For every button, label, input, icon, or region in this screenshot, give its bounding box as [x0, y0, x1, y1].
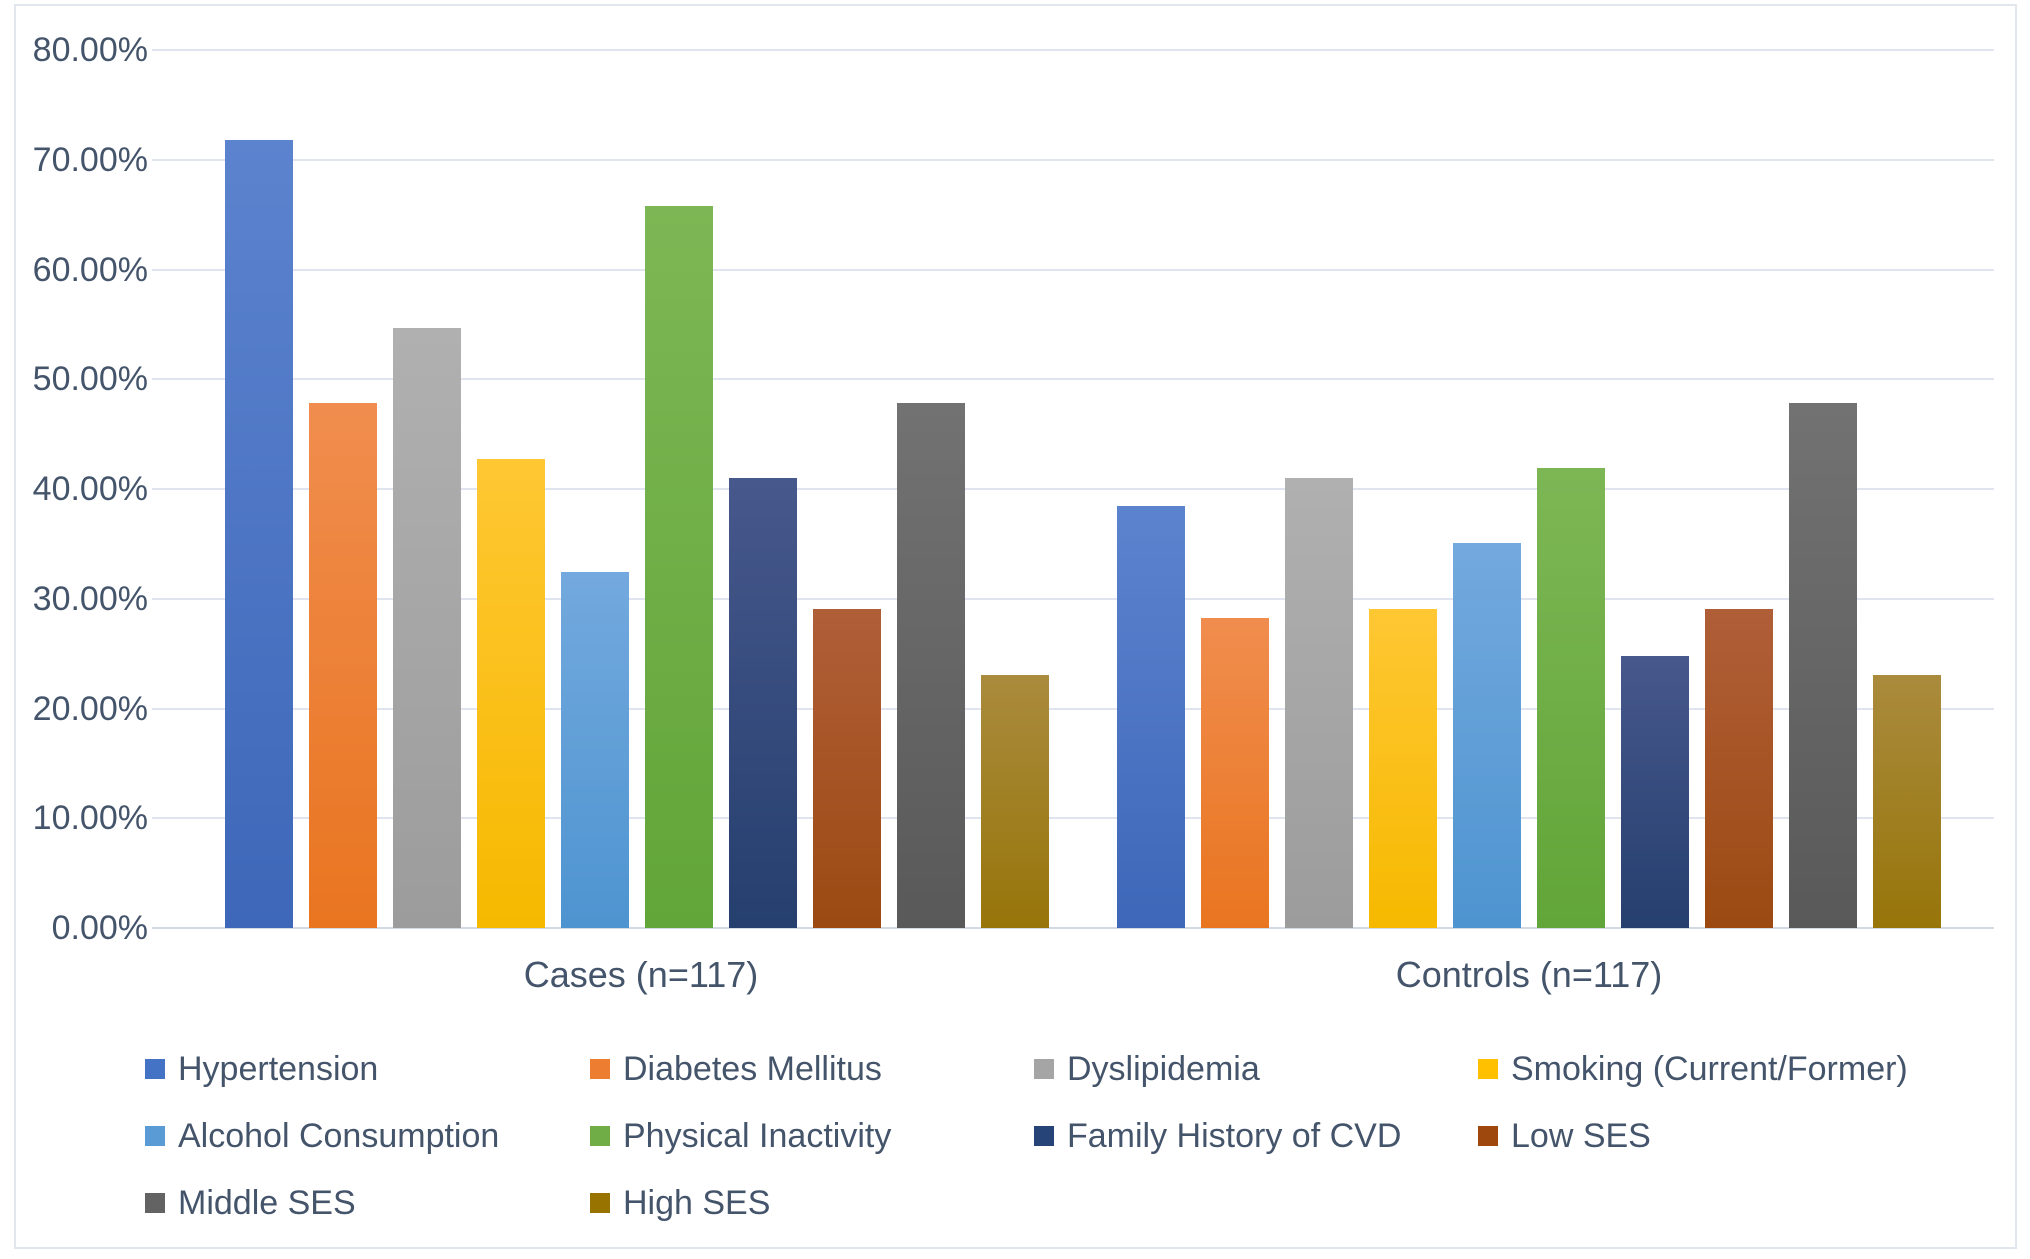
bar-family-history-of-cvd — [1621, 656, 1689, 928]
y-axis-tick-label: 80.00% — [32, 31, 148, 69]
legend-item: Diabetes Mellitus — [590, 1049, 882, 1089]
legend-swatch-icon — [590, 1126, 610, 1146]
gridline — [152, 817, 1994, 820]
legend-swatch-icon — [1034, 1059, 1054, 1079]
legend-swatch-icon — [1478, 1126, 1498, 1146]
category-label: Cases (n=117) — [523, 954, 759, 995]
bar-physical-inactivity — [1537, 468, 1605, 928]
legend-item: Dyslipidemia — [1034, 1049, 1260, 1089]
gridline — [152, 597, 1994, 600]
bar-high-ses — [1873, 675, 1941, 928]
gridline — [152, 268, 1994, 271]
legend-label: Diabetes Mellitus — [623, 1049, 882, 1088]
bar-chart: 0.00% 10.00% 20.00% 30.00% 40.00% 50.00% 60.00… — [14, 4, 2017, 1249]
bar-dyslipidemia — [1285, 478, 1353, 928]
y-axis-tick-label: 20.00% — [32, 689, 148, 728]
bar-smoking-current-former- — [1369, 609, 1437, 928]
legend-item: Hypertension — [145, 1049, 378, 1089]
legend-item: Family History of CVD — [1034, 1116, 1401, 1156]
y-axis-tick-label: 60.00% — [32, 250, 148, 289]
legend-swatch-icon — [1478, 1059, 1498, 1079]
legend-swatch-icon — [590, 1193, 610, 1213]
gridline — [152, 378, 1994, 381]
legend-item: Alcohol Consumption — [145, 1116, 499, 1156]
bar-high-ses — [981, 675, 1049, 928]
legend-item: Middle SES — [145, 1183, 356, 1223]
legend-item: High SES — [590, 1183, 770, 1223]
y-axis-tick-label: 40.00% — [32, 470, 148, 508]
bar-family-history-of-cvd — [729, 478, 797, 928]
y-axis-tick-label: 0.00% — [51, 909, 148, 947]
bar-low-ses — [813, 609, 881, 928]
legend-label: Middle SES — [178, 1183, 356, 1222]
legend-swatch-icon — [590, 1059, 610, 1079]
bar-middle-ses — [1789, 403, 1857, 928]
legend-label: Alcohol Consumption — [178, 1116, 500, 1155]
gridline — [152, 488, 1994, 490]
bar-dyslipidemia — [393, 328, 461, 928]
legend-label: Physical Inactivity — [623, 1116, 892, 1155]
category-label: Controls (n=117) — [1395, 954, 1663, 995]
legend-item: Smoking (Current/Former) — [1478, 1049, 1908, 1089]
legend-swatch-icon — [145, 1059, 165, 1079]
legend-swatch-icon — [1034, 1126, 1054, 1146]
y-axis-tick-label: 10.00% — [32, 799, 148, 838]
y-axis-tick-label: 70.00% — [32, 140, 148, 179]
bar-middle-ses — [897, 403, 965, 928]
gridline — [152, 49, 1994, 51]
legend-label: Low SES — [1511, 1116, 1651, 1155]
bar-diabetes-mellitus — [309, 403, 377, 928]
gridline — [152, 707, 1994, 710]
legend-item: Physical Inactivity — [590, 1116, 891, 1156]
gridline — [152, 158, 1994, 161]
legend-label: Hypertension — [178, 1049, 379, 1088]
legend-label: Dyslipidemia — [1067, 1049, 1260, 1088]
bar-physical-inactivity — [645, 206, 713, 928]
bar-smoking-current-former- — [477, 459, 545, 928]
y-axis-tick-label: 30.00% — [32, 579, 148, 618]
legend-item: Low SES — [1478, 1116, 1651, 1156]
legend-label: High SES — [623, 1183, 771, 1222]
bar-hypertension — [225, 140, 293, 928]
bar-diabetes-mellitus — [1201, 618, 1269, 928]
legend-swatch-icon — [145, 1193, 165, 1213]
bar-alcohol-consumption — [1453, 543, 1521, 928]
legend-label: Family History of CVD — [1067, 1116, 1402, 1155]
bar-hypertension — [1117, 506, 1185, 928]
legend-label: Smoking (Current/Former) — [1511, 1049, 1908, 1088]
legend-swatch-icon — [145, 1126, 165, 1146]
bar-alcohol-consumption — [561, 572, 629, 928]
bar-low-ses — [1705, 609, 1773, 928]
x-axis-line — [152, 927, 1994, 929]
y-axis-tick-label: 50.00% — [32, 360, 148, 399]
